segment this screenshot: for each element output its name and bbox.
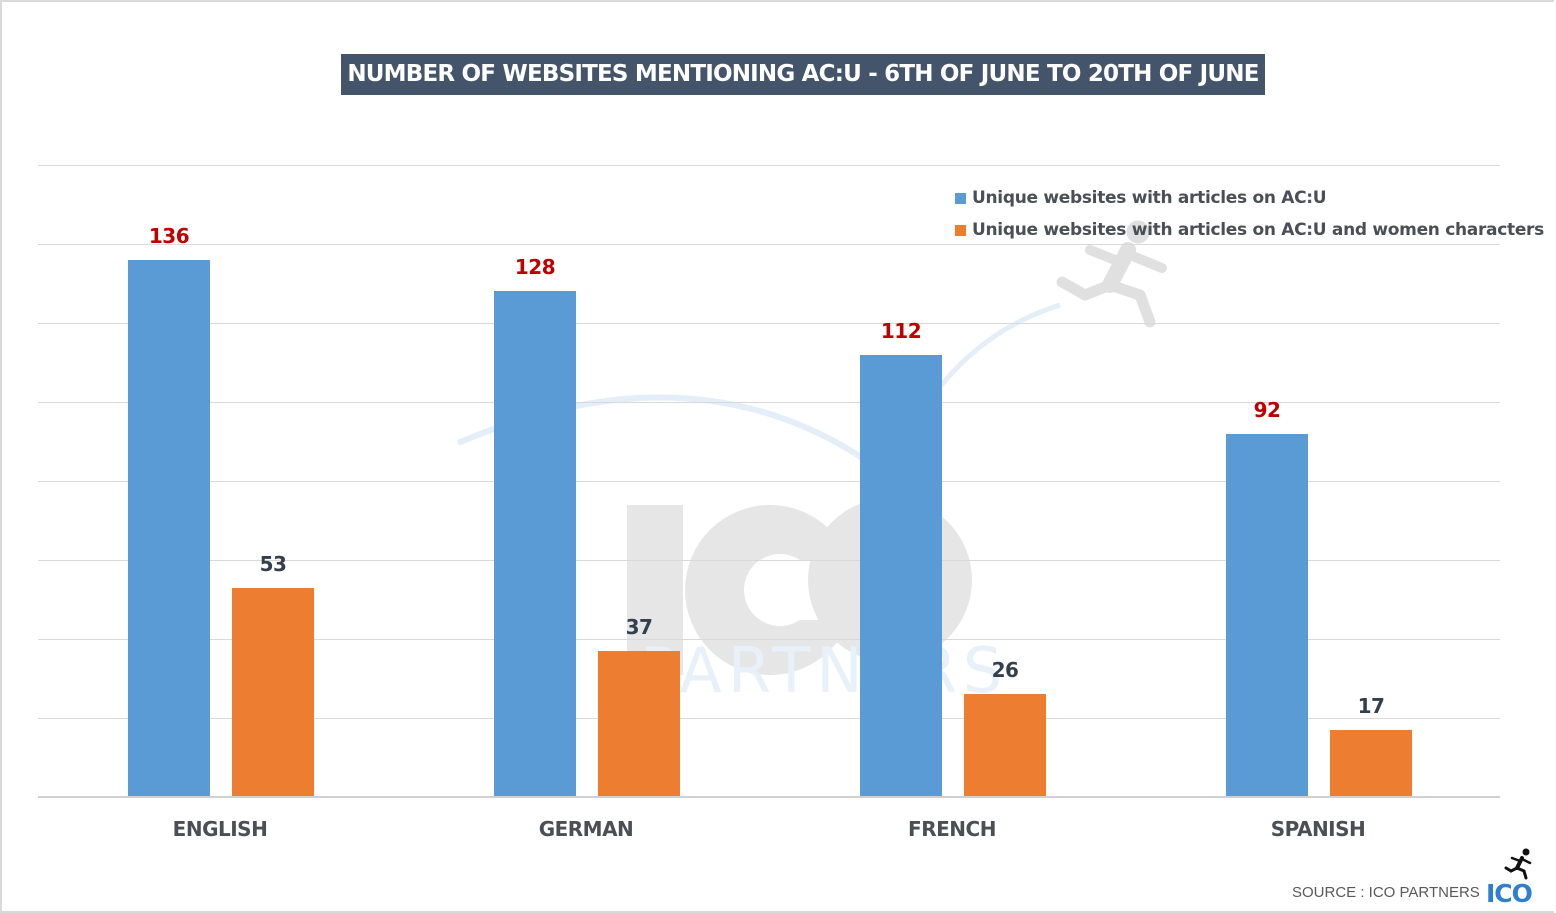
legend-item-women: Unique websites with articles on AC:U an… — [955, 214, 1544, 246]
bar-german-total — [494, 291, 576, 797]
bar-german-women — [598, 651, 680, 797]
category-label-spanish: SPANISH — [1270, 817, 1366, 841]
gridline — [38, 323, 1500, 324]
data-label-french-women: 26 — [991, 658, 1019, 682]
gridline — [38, 402, 1500, 403]
bar-english-women — [232, 588, 314, 797]
gridline — [38, 165, 1500, 166]
gridline — [38, 244, 1500, 245]
source-note: SOURCE : ICO PARTNERS — [1292, 884, 1480, 901]
gridline — [38, 639, 1500, 640]
data-label-english-total: 136 — [148, 224, 190, 248]
data-label-french-total: 112 — [880, 319, 922, 343]
legend-label: Unique websites with articles on AC:U — [972, 188, 1327, 208]
category-label-french: FRENCH — [908, 817, 996, 841]
svg-text:ICO: ICO — [1486, 879, 1532, 904]
chart-title: NUMBER OF WEBSITES MENTIONING AC:U - 6TH… — [341, 54, 1265, 95]
data-label-spanish-total: 92 — [1253, 398, 1281, 422]
legend-swatch-blue — [955, 192, 966, 204]
category-label-english: ENGLISH — [172, 817, 268, 841]
ico-logo-icon: ICO — [1486, 848, 1533, 904]
data-label-spanish-women: 17 — [1357, 694, 1385, 718]
data-label-english-women: 53 — [259, 552, 287, 576]
legend: Unique websites with articles on AC:U Un… — [955, 182, 1544, 246]
gridline — [38, 560, 1500, 561]
gridline — [38, 481, 1500, 482]
x-axis-line — [38, 796, 1500, 798]
legend-swatch-orange — [955, 224, 966, 236]
plot-area — [38, 165, 1500, 797]
gridline — [38, 718, 1500, 719]
bar-spanish-total — [1226, 434, 1308, 797]
data-label-german-total: 128 — [514, 255, 556, 279]
bar-french-women — [964, 694, 1046, 797]
bar-french-total — [860, 355, 942, 797]
category-label-german: GERMAN — [538, 817, 634, 841]
legend-label: Unique websites with articles on AC:U an… — [972, 220, 1544, 240]
bar-english-total — [128, 260, 210, 797]
bar-spanish-women — [1330, 730, 1412, 797]
data-label-german-women: 37 — [625, 615, 653, 639]
legend-item-total: Unique websites with articles on AC:U — [955, 182, 1544, 214]
